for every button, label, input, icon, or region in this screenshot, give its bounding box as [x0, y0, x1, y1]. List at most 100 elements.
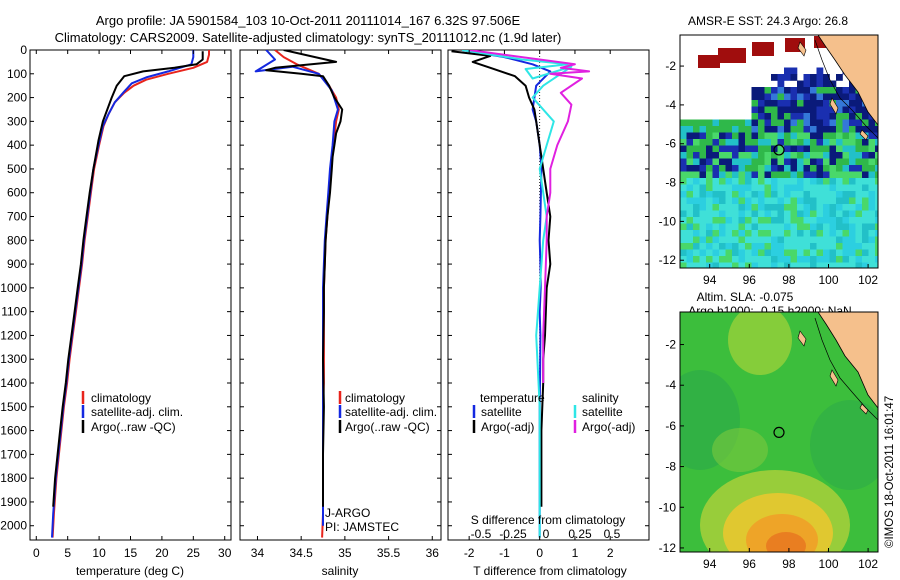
sst-cell — [797, 80, 804, 88]
sst-cell — [868, 184, 876, 192]
sst-cell — [706, 178, 713, 185]
sst-cell — [777, 80, 785, 88]
sst-cell — [784, 119, 791, 127]
sst-cell — [719, 145, 726, 153]
sst-cell — [875, 217, 878, 224]
sst-cell — [758, 223, 765, 231]
legend-label-satellite: satellite-adj. clim. — [345, 405, 437, 419]
sst-cell — [849, 100, 856, 107]
sst-cell — [823, 243, 830, 250]
sst-cell — [758, 152, 765, 159]
map-y-tick-label: -6 — [665, 419, 676, 433]
sst-cell — [706, 256, 713, 263]
sst-cell — [855, 145, 863, 153]
sst-cell — [836, 230, 843, 237]
sst-cell — [803, 223, 811, 231]
map-y-tick-label: -12 — [659, 541, 677, 555]
sla-low-patch — [810, 400, 878, 490]
sst-cell — [842, 223, 850, 231]
sst-cell — [829, 184, 837, 192]
map-x-tick-label: 96 — [743, 273, 757, 287]
sst-cell — [771, 210, 778, 218]
sst-cell — [816, 262, 824, 268]
sst-cell — [680, 178, 687, 185]
sst-cell — [868, 139, 876, 146]
depth-tick-label: 600 — [7, 186, 27, 200]
sst-cell — [797, 87, 804, 94]
sst-cell — [875, 139, 878, 146]
depth-tick-label: 1600 — [0, 424, 27, 438]
sst-cell — [719, 230, 726, 237]
sst-cell — [758, 119, 765, 127]
sst-map-title: AMSR-E SST: 24.3 Argo: 26.8 — [688, 14, 848, 28]
sst-cell — [823, 191, 830, 198]
sst-cell — [875, 165, 878, 172]
sst-cell — [862, 165, 869, 172]
sst-cell — [706, 126, 713, 133]
sst-cell — [680, 158, 687, 166]
sst-cell — [784, 223, 791, 231]
sst-cell — [699, 204, 707, 211]
sst-cell — [732, 132, 739, 140]
sst-cell — [829, 236, 837, 244]
difference-xlabel: T difference from climatology — [473, 564, 627, 578]
enggano-island — [859, 129, 869, 141]
sst-cell — [693, 249, 700, 257]
sst-cell — [855, 132, 863, 140]
sst-cell — [719, 197, 726, 205]
legend-label-climatology: climatology — [345, 391, 405, 405]
temperature-xlabel: temperature (deg C) — [76, 564, 184, 578]
sst-cell — [706, 139, 713, 146]
sst-cell — [751, 230, 759, 237]
sst-cell — [745, 256, 752, 263]
x-tick-label: -2 — [464, 546, 475, 560]
sst-cell — [842, 152, 850, 159]
sst-cell — [855, 165, 863, 172]
sst-cell — [738, 197, 746, 205]
sst-cell — [816, 87, 824, 94]
sst-cell — [751, 87, 759, 94]
sst-cell — [836, 158, 843, 166]
sst-cell — [784, 217, 791, 224]
sst-cell — [764, 113, 772, 120]
sst-cell — [816, 243, 824, 250]
sla-high-patch — [766, 532, 806, 552]
sst-cell — [855, 223, 863, 231]
depth-tick-label: 2000 — [0, 519, 27, 533]
sst-cell — [816, 191, 824, 198]
depth-tick-label: 1400 — [0, 376, 27, 390]
sst-cell — [777, 93, 785, 101]
sla-field — [680, 312, 878, 552]
sst-cell — [875, 145, 878, 153]
sst-cell — [725, 256, 733, 263]
sst-cell — [745, 249, 752, 257]
sst-cell — [745, 178, 752, 185]
series-line — [469, 50, 591, 383]
sst-cell — [790, 74, 798, 81]
sst-cell — [693, 165, 700, 172]
sst-cell — [784, 171, 791, 179]
sst-cell — [816, 171, 824, 179]
sst-cell — [732, 249, 739, 257]
sst-cell — [810, 197, 817, 205]
sst-cell — [855, 191, 863, 198]
sst-cell — [732, 119, 739, 127]
sst-cell — [771, 126, 778, 133]
sst-cell — [868, 230, 876, 237]
sst-cell — [745, 243, 752, 250]
sst-cell — [771, 178, 778, 185]
sst-cell — [829, 106, 837, 114]
sst-cell — [816, 80, 824, 88]
sst-cell — [745, 145, 752, 153]
sst-cell — [823, 184, 830, 192]
sst-cell — [712, 243, 720, 250]
sst-cell — [771, 165, 778, 172]
x-tick-label: 0 — [536, 546, 543, 560]
sst-cell — [680, 139, 687, 146]
sst-cell — [738, 145, 746, 153]
sst-cell — [738, 217, 746, 224]
sst-cell — [693, 223, 700, 231]
sst-cell — [790, 139, 798, 146]
depth-tick-label: 800 — [7, 233, 27, 247]
sst-cell — [725, 230, 733, 237]
